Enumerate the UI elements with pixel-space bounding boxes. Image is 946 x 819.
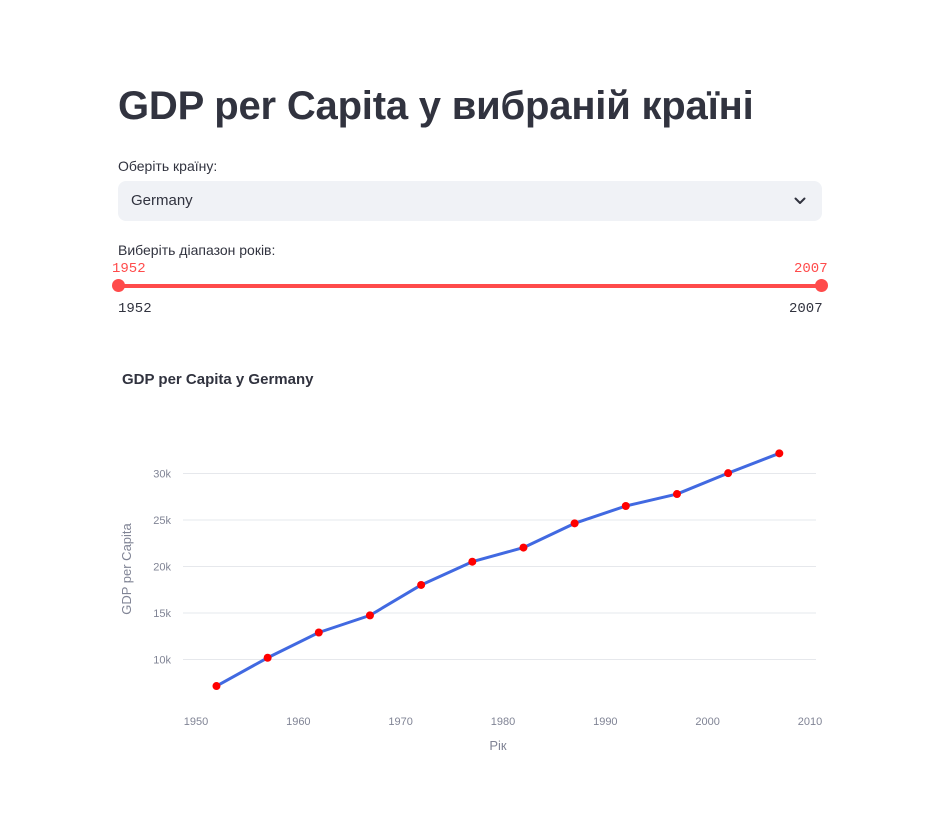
slider-end-thumb[interactable] [815, 279, 828, 292]
slider-min-label: 1952 [118, 301, 152, 317]
x-tick-label: 1980 [491, 716, 515, 728]
x-tick-label: 1960 [286, 716, 310, 728]
data-point [468, 557, 477, 566]
x-axis-title: Рік [489, 738, 507, 753]
country-select-value: Germany [131, 192, 193, 209]
series-line [214, 451, 781, 688]
chevron-down-icon [794, 197, 806, 204]
slider-max-label: 2007 [789, 301, 823, 317]
data-point [724, 469, 733, 478]
y-tick-label: 15k [153, 608, 171, 620]
y-tick-label: 25k [153, 515, 171, 527]
data-point [672, 490, 681, 499]
data-point [314, 628, 323, 637]
data-point [519, 543, 528, 552]
data-point [621, 502, 630, 511]
y-tick-label: 30k [153, 469, 171, 481]
year-slider-label: Виберіть діапазон років: [118, 242, 276, 258]
data-point [417, 580, 426, 589]
data-point [570, 519, 579, 528]
x-tick-label: 1970 [388, 716, 412, 728]
country-select-label: Оберіть країну: [118, 158, 218, 174]
x-tick-label: 1950 [184, 716, 208, 728]
data-point [212, 682, 221, 691]
page-title: GDP per Capita у вибраній країні [118, 84, 754, 128]
y-axis-title: GDP per Capita [119, 522, 134, 614]
x-tick-label: 1990 [593, 716, 617, 728]
slider-start-thumb[interactable] [112, 279, 125, 292]
slider-end-value: 2007 [794, 261, 828, 277]
x-tick-label: 2010 [798, 716, 822, 728]
y-tick-label: 10k [153, 655, 171, 667]
slider-start-value: 1952 [112, 261, 146, 277]
year-slider-track[interactable] [118, 284, 822, 288]
data-point [365, 611, 374, 620]
x-tick-label: 2000 [695, 716, 719, 728]
chart-title: GDP per Capita у Germany [122, 371, 314, 388]
data-point [263, 653, 272, 662]
y-tick-label: 20k [153, 562, 171, 574]
data-point [775, 449, 784, 458]
country-select[interactable]: Germany [118, 181, 822, 221]
